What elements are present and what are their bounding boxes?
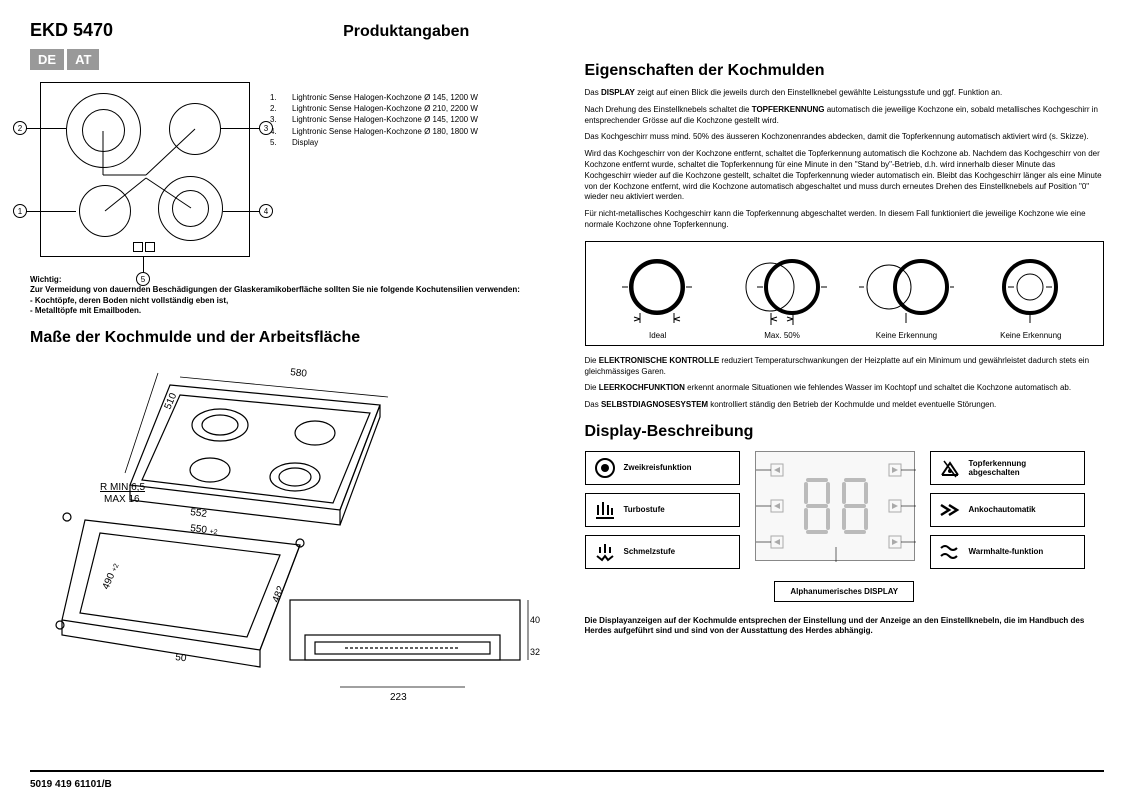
warning-block: Wichtig: Zur Vermeidung von dauernden Be…: [30, 275, 555, 317]
legend-item: 4.Lightronic Sense Halogen-Kochzone Ø 18…: [270, 126, 478, 137]
pot-label: Max. 50%: [735, 331, 830, 340]
paragraph: Wird das Kochgeschirr von der Kochzone e…: [585, 149, 1105, 203]
footer-note: Die Displayanzeigen auf der Kochmulde en…: [585, 616, 1105, 637]
svg-text:32: 32: [530, 647, 540, 657]
svg-text:MAX 16: MAX 16: [104, 494, 140, 505]
warm-icon: [939, 541, 961, 563]
melt-icon: [594, 541, 616, 563]
legend-item: 3.Lightronic Sense Halogen-Kochzone Ø 14…: [270, 114, 478, 125]
product-title: Produktangaben: [343, 23, 469, 41]
paragraph: Für nicht-metallisches Kochgeschirr kann…: [585, 209, 1105, 231]
callout-1: 1: [13, 204, 27, 218]
legend-list: 1.Lightronic Sense Halogen-Kochzone Ø 14…: [270, 82, 478, 257]
badge-de: DE: [30, 49, 64, 70]
svg-text:580: 580: [290, 367, 308, 380]
document-code: 5019 419 61101/B: [30, 779, 112, 790]
legend-item: 5.Display: [270, 137, 478, 148]
pot-label: Ideal: [610, 331, 705, 340]
dual-circle-icon: [594, 457, 616, 479]
central-display: [755, 451, 915, 561]
bottom-rule: [30, 770, 1104, 772]
label-schmelz: Schmelzstufe: [585, 535, 740, 569]
svg-text:482: 482: [271, 584, 288, 604]
boost-icon: [939, 499, 961, 521]
paragraph: Die LEERKOCHFUNKTION erkennt anormale Si…: [585, 383, 1105, 394]
display-title: Display-Beschreibung: [585, 423, 1105, 441]
callout-3: 3: [259, 121, 273, 135]
features-title: Eigenschaften der Kochmulden: [585, 62, 1105, 80]
svg-text:510: 510: [163, 391, 180, 411]
callout-5: 5: [136, 272, 150, 286]
country-badges: DE AT: [30, 49, 555, 70]
svg-text:552: 552: [190, 507, 208, 520]
legend-item: 1.Lightronic Sense Halogen-Kochzone Ø 14…: [270, 92, 478, 103]
label-warm: Warmhalte-funktion: [930, 535, 1085, 569]
label-ankoch: Ankochautomatik: [930, 493, 1085, 527]
callout-4: 4: [259, 204, 273, 218]
pot-off-icon: [939, 457, 961, 479]
svg-text:490 +2: 490 +2: [101, 561, 122, 591]
svg-text:223: 223: [390, 692, 407, 703]
dimensions-title: Maße der Kochmulde und der Arbeitsfläche: [30, 329, 555, 347]
label-zweikreis: Zweikreisfunktion: [585, 451, 740, 485]
hob-top-diagram: 2 3 1 4 5: [40, 82, 250, 257]
svg-text:50: 50: [175, 652, 188, 664]
badge-at: AT: [67, 49, 99, 70]
svg-text:550 +2: 550 +2: [190, 523, 219, 537]
dimensions-drawing: 510 580 R MIN 6,5 MAX 16 552 550 +2 482: [30, 355, 540, 710]
pot-label: Keine Erkennung: [859, 331, 954, 340]
paragraph: Das DISPLAY zeigt auf einen Blick die je…: [585, 88, 1105, 99]
svg-text:R MIN 6,5: R MIN 6,5: [100, 482, 145, 493]
paragraph: Das Kochgeschirr muss mind. 50% des äuss…: [585, 132, 1105, 143]
pot-label: Keine Erkennung: [983, 331, 1078, 340]
alpha-display-label: Alphanumerisches DISPLAY: [774, 581, 914, 602]
legend-item: 2.Lightronic Sense Halogen-Kochzone Ø 21…: [270, 103, 478, 114]
paragraph: Nach Drehung des Einstellknebels schalte…: [585, 105, 1105, 127]
svg-text:40: 40: [530, 615, 540, 625]
label-turbo: Turbostufe: [585, 493, 740, 527]
label-topf-off: Topferkennung abgeschalten: [930, 451, 1085, 485]
paragraph: Das SELBSTDIAGNOSESYSTEM kontrolliert st…: [585, 400, 1105, 411]
callout-2: 2: [13, 121, 27, 135]
turbo-icon: [594, 499, 616, 521]
header: EKD 5470 Produktangaben: [30, 20, 555, 41]
display-description: Zweikreisfunktion Turbostufe Schmelzstuf…: [585, 451, 1105, 569]
paragraph: Die ELEKTRONISCHE KONTROLLE reduziert Te…: [585, 356, 1105, 378]
product-code: EKD 5470: [30, 20, 113, 41]
pot-detection-diagram: Ideal Max. 50% Keine Erkennung Keine Erk…: [585, 241, 1105, 346]
